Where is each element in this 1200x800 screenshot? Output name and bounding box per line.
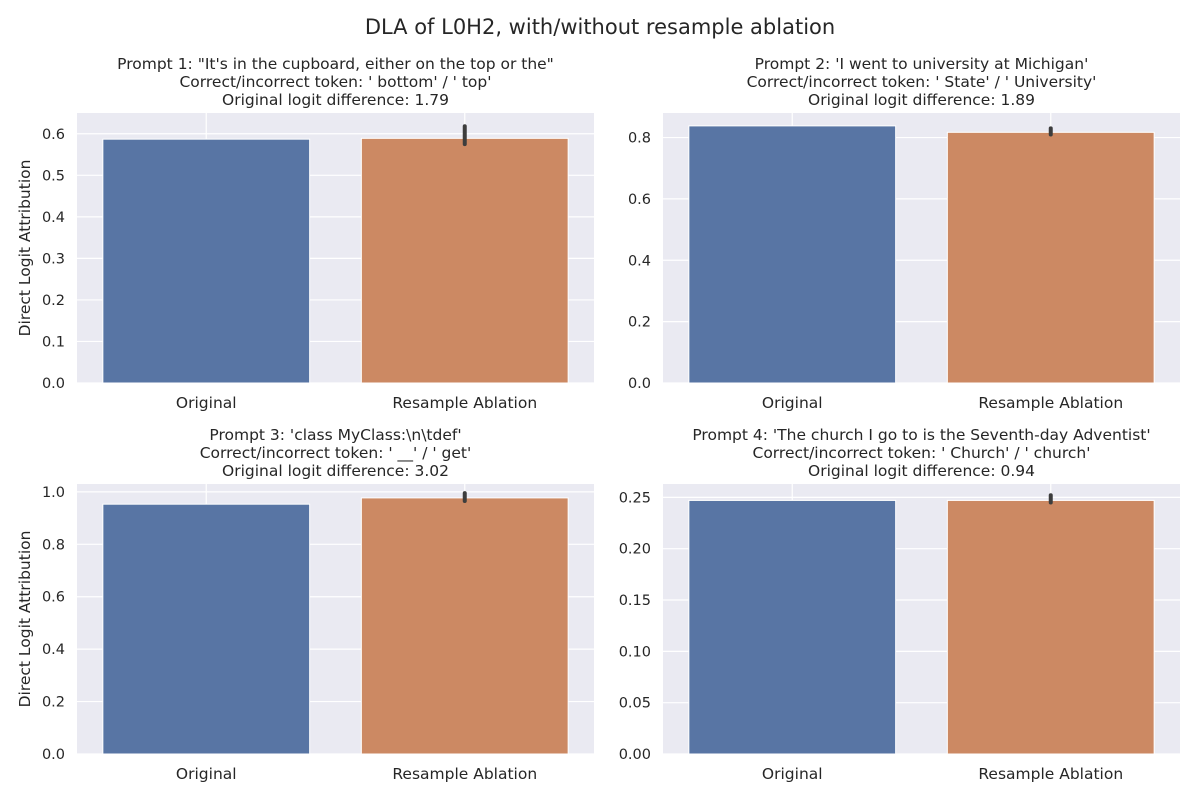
bar-resample-ablation bbox=[360, 497, 569, 755]
subplot-title-line: Original logit difference: 0.94 bbox=[808, 462, 1035, 480]
x-tick-label: Original bbox=[176, 394, 237, 412]
y-tick-label: 0.4 bbox=[628, 253, 651, 269]
y-tick-label: 0.3 bbox=[42, 251, 65, 267]
bar-resample-ablation bbox=[946, 499, 1155, 755]
y-tick-label: 0.10 bbox=[619, 644, 651, 660]
y-tick-label: 0.15 bbox=[619, 593, 651, 609]
x-tick-label: Resample Ablation bbox=[978, 394, 1123, 412]
y-tick-label: 0.0 bbox=[628, 376, 651, 392]
y-tick-label: 0.2 bbox=[628, 315, 651, 331]
x-tick-label: Resample Ablation bbox=[392, 394, 537, 412]
subplot-4: 0.00 0.05 0.10 0.15 0.20 0.25 Original Resample… bbox=[619, 426, 1180, 783]
figure-title: DLA of L0H2, with/without resample ablat… bbox=[365, 15, 835, 39]
y-tick-label: 0.0 bbox=[42, 376, 65, 392]
bar-original bbox=[688, 125, 897, 384]
subplot-title-line: Correct/incorrect token: ' State' / ' Un… bbox=[747, 73, 1097, 91]
bar-original bbox=[688, 499, 897, 755]
y-tick-label: 0.6 bbox=[628, 192, 651, 208]
x-tick-label: Original bbox=[176, 765, 237, 783]
subplot-title-line: Prompt 2: 'I went to university at Michi… bbox=[755, 55, 1089, 73]
y-tick-label: 0.4 bbox=[42, 642, 65, 658]
x-tick-label: Resample Ablation bbox=[978, 765, 1123, 783]
y-tick-label: 0.6 bbox=[42, 127, 65, 143]
y-tick-label: 0.25 bbox=[619, 490, 651, 506]
y-tick-label: 1.0 bbox=[42, 485, 65, 501]
bar-resample-ablation bbox=[946, 131, 1155, 384]
y-tick-label: 0.00 bbox=[619, 747, 651, 763]
x-tick-label: Original bbox=[762, 765, 823, 783]
y-tick-label: 0.1 bbox=[42, 334, 65, 350]
y-tick-label: 0.5 bbox=[42, 168, 65, 184]
bar-original bbox=[102, 503, 311, 755]
subplot-title-line: Prompt 4: 'The church I go to is the Sev… bbox=[692, 426, 1150, 444]
subplot-2: 0.0 0.2 0.4 0.6 0.8 Original Resample Ablation… bbox=[628, 55, 1180, 412]
y-tick-label: 0.4 bbox=[42, 210, 65, 226]
x-tick-label: Original bbox=[762, 394, 823, 412]
subplot-3: 0.0 0.2 0.4 0.6 0.8 1.0 Original Resample Ablat… bbox=[16, 426, 594, 783]
x-tick-label: Resample Ablation bbox=[392, 765, 537, 783]
y-tick-label: 0.20 bbox=[619, 542, 651, 558]
y-tick-label: 0.2 bbox=[42, 293, 65, 309]
subplot-title-line: Correct/incorrect token: ' __' / ' get' bbox=[200, 444, 472, 463]
bar-resample-ablation bbox=[360, 137, 569, 384]
y-tick-label: 0.8 bbox=[42, 537, 65, 553]
subplot-title-line: Correct/incorrect token: ' Church' / ' c… bbox=[753, 444, 1091, 462]
y-axis-label: Direct Logit Attribution bbox=[16, 160, 34, 337]
subplot-1: 0.0 0.1 0.2 0.3 0.4 0.5 0.6 Original Resample Ab… bbox=[16, 55, 594, 412]
y-axis-label: Direct Logit Attribution bbox=[16, 531, 34, 708]
subplot-title-line: Original logit difference: 3.02 bbox=[222, 462, 449, 480]
bar-original bbox=[102, 138, 311, 384]
subplot-title-line: Prompt 1: "It's in the cupboard, either … bbox=[117, 55, 554, 73]
y-tick-label: 0.8 bbox=[628, 131, 651, 147]
y-tick-label: 0.05 bbox=[619, 696, 651, 712]
y-tick-label: 0.6 bbox=[42, 590, 65, 606]
subplot-title-line: Prompt 3: 'class MyClass:\n\tdef' bbox=[209, 426, 461, 444]
subplots: 0.0 0.1 0.2 0.3 0.4 0.5 0.6 Original Resample Ab… bbox=[16, 55, 1180, 783]
subplot-title-line: Original logit difference: 1.79 bbox=[222, 91, 449, 109]
subplot-title-line: Original logit difference: 1.89 bbox=[808, 91, 1035, 109]
subplot-title-line: Correct/incorrect token: ' bottom' / ' t… bbox=[179, 73, 491, 91]
y-tick-label: 0.2 bbox=[42, 695, 65, 711]
y-tick-label: 0.0 bbox=[42, 747, 65, 763]
